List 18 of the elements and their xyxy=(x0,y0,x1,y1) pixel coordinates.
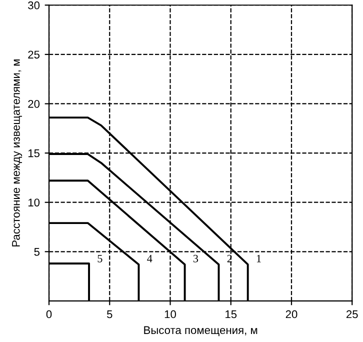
y-tick-label: 20 xyxy=(28,100,40,108)
x-axis-title: Высота помещения, м xyxy=(144,326,258,336)
x-tick-label: 10 xyxy=(164,310,176,318)
y-axis-title: Расстояние между извещателями, м xyxy=(12,60,22,246)
y-tick-label: 30 xyxy=(28,1,40,10)
annotation: 5 xyxy=(98,254,102,262)
y-tick-label: 25 xyxy=(28,50,40,59)
annotation: 3 xyxy=(193,254,198,262)
x-tick-label: 0 xyxy=(46,310,52,318)
x-tick-label: 20 xyxy=(286,310,298,318)
y-tick-label: 15 xyxy=(28,149,40,158)
x-tick-label: 5 xyxy=(106,310,112,318)
annotation: 1 xyxy=(256,254,261,262)
y-tick-label: 10 xyxy=(28,198,40,206)
y-tick-label: 5 xyxy=(34,248,40,256)
annotation: 4 xyxy=(147,254,152,262)
x-tick-label: 25 xyxy=(346,310,358,318)
x-tick-label: 15 xyxy=(226,310,237,318)
